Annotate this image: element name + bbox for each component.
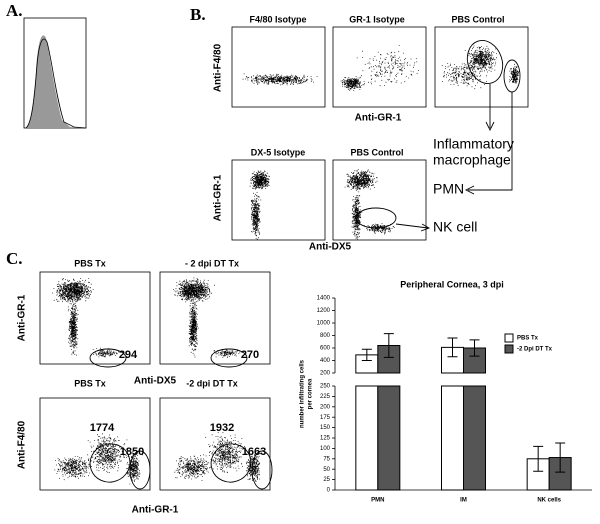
axis-label: Anti-GR-1 xyxy=(213,174,224,221)
error-bar xyxy=(469,339,480,357)
gate-arrows xyxy=(355,40,521,232)
histogram-outline xyxy=(25,38,87,129)
y-axis-label: number infiltrating cells xyxy=(300,359,306,428)
chart-title: Peripheral Cornea, 3 dpi xyxy=(400,279,504,289)
legend-label: -2 Dpi DT Tx xyxy=(517,347,553,353)
axis-label: Anti-GR-1 xyxy=(355,113,402,124)
bar xyxy=(463,385,486,491)
y-tick-label: 400 xyxy=(320,358,331,364)
event-dots xyxy=(52,278,119,358)
bar xyxy=(377,385,401,491)
panel-label: C. xyxy=(6,249,23,268)
plot-title: PBS Control xyxy=(452,14,505,24)
error-bar xyxy=(447,337,458,358)
annotation: Inflammatory xyxy=(433,136,514,152)
plot-frame xyxy=(159,397,271,491)
plot-frame xyxy=(332,159,427,241)
gate-count: 1932 xyxy=(210,422,234,434)
gate-count: 294 xyxy=(119,349,138,361)
axis-label: Anti-GR-1 xyxy=(132,505,179,516)
bar xyxy=(441,385,464,491)
y-tick-label: 200 xyxy=(320,404,331,410)
plot-title: PBS Tx xyxy=(74,378,106,388)
plot-title: F4/80 Isotype xyxy=(249,14,306,24)
event-dots xyxy=(441,45,520,90)
y-tick-label: 1000 xyxy=(317,321,331,327)
legend-swatch xyxy=(504,333,514,343)
gate-count: 1774 xyxy=(90,422,115,434)
y-tick-label: 50 xyxy=(323,467,330,473)
axis-label: Anti-DX5 xyxy=(134,376,177,387)
event-dots xyxy=(344,169,395,240)
annotation: PMN xyxy=(433,181,464,197)
y-tick-label: 75 xyxy=(323,456,330,462)
plot-title: PBS Control xyxy=(351,147,404,157)
plot-title: PBS Tx xyxy=(74,258,106,268)
gates xyxy=(89,348,273,490)
event-dots xyxy=(249,170,270,240)
error-bar xyxy=(555,442,566,473)
x-tick-label: IM xyxy=(460,498,467,504)
y-tick-label: 100 xyxy=(320,446,331,452)
y-axis-label: per cornea xyxy=(308,378,314,409)
x-tick-label: PMN xyxy=(371,498,384,504)
legend-label: PBS Tx xyxy=(517,336,539,342)
plot-frame xyxy=(231,159,326,241)
plot-frame xyxy=(39,271,151,365)
histogram-fill xyxy=(26,35,86,128)
plot-frame xyxy=(231,26,326,108)
x-tick-label: NK cells xyxy=(537,498,561,504)
gate-count: 270 xyxy=(241,349,259,361)
y-tick-label: 175 xyxy=(320,415,331,421)
panel-label: B. xyxy=(190,5,206,24)
plot-title: GR-1 Isotype xyxy=(349,14,405,24)
error-bar xyxy=(361,348,372,361)
event-dots xyxy=(242,73,318,86)
y-tick-label: 1200 xyxy=(317,308,331,314)
event-dots xyxy=(173,277,241,358)
plot-title: DX-5 Isotype xyxy=(251,147,306,157)
y-tick-label: 0 xyxy=(327,488,331,494)
plot-frame xyxy=(39,397,151,491)
bar xyxy=(355,385,379,491)
flow-plots xyxy=(39,26,529,491)
plot-title: - 2 dpi DT Tx xyxy=(185,258,239,268)
annotation: macrophage xyxy=(433,152,511,168)
y-tick-label: 200 xyxy=(320,371,331,377)
bar-chart: Peripheral Cornea, 3 dpi number infiltra… xyxy=(300,279,592,504)
event-dots xyxy=(54,433,143,485)
gate-count: 1663 xyxy=(242,446,266,458)
y-tick-label: 800 xyxy=(320,333,331,339)
axis-label: Anti-GR-1 xyxy=(17,294,28,341)
legend-swatch xyxy=(504,344,514,354)
y-tick-label: 25 xyxy=(323,477,330,483)
axis-label: Anti-DX5 xyxy=(309,242,352,253)
plot-frame xyxy=(434,26,529,108)
axis-label: Anti-F4/80 xyxy=(213,43,224,92)
y-tick-label: 1400 xyxy=(317,296,331,302)
y-tick-label: 225 xyxy=(320,394,331,400)
error-bar xyxy=(383,333,394,358)
axis-label: Anti-F4/80 xyxy=(17,420,28,469)
y-tick-label: 600 xyxy=(320,346,331,352)
error-bar xyxy=(533,445,544,472)
plot-frame xyxy=(159,271,271,365)
event-dots xyxy=(340,45,419,91)
plot-title: -2 dpi DT Tx xyxy=(186,378,238,388)
y-tick-label: 250 xyxy=(320,384,331,390)
plot-frame xyxy=(332,26,427,108)
y-tick-label: 150 xyxy=(320,425,331,431)
y-tick-label: 125 xyxy=(320,436,331,442)
annotation: NK cell xyxy=(433,219,477,235)
panel-label: A. xyxy=(6,1,23,20)
